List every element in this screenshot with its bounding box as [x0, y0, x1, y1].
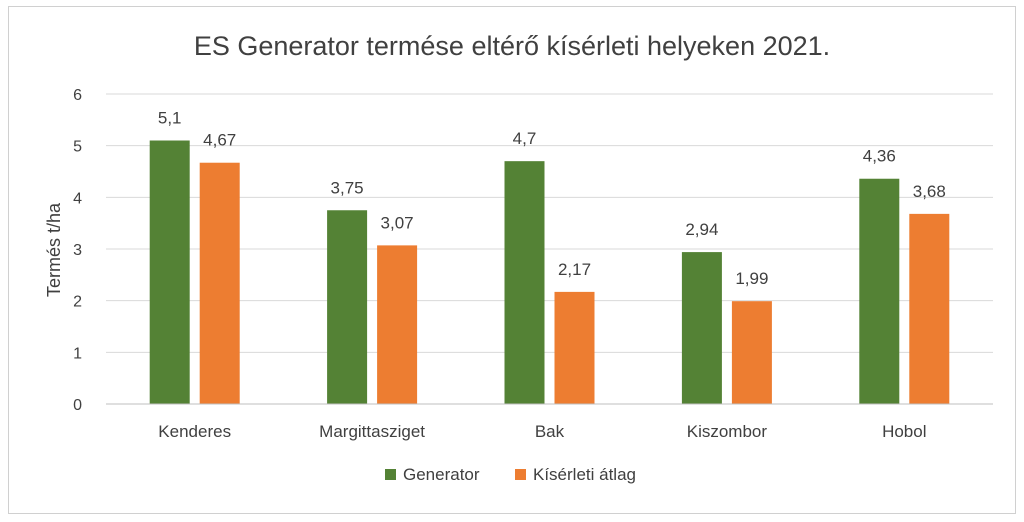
data-label: 2,17: [558, 260, 591, 279]
legend-label: Generator: [403, 465, 480, 484]
data-label: 3,68: [913, 182, 946, 201]
x-category-label: Hobol: [882, 422, 926, 441]
bars: [149, 140, 950, 404]
bar: [149, 140, 190, 404]
bar: [681, 252, 722, 404]
data-label: 1,99: [735, 269, 768, 288]
legend-label: Kísérleti átlag: [533, 465, 636, 484]
bar: [199, 162, 240, 404]
bar: [327, 210, 368, 404]
legend-swatch: [515, 469, 526, 480]
x-category-label: Kiszombor: [687, 422, 768, 441]
x-category-label: Bak: [535, 422, 565, 441]
bar: [909, 213, 950, 404]
data-label: 2,94: [685, 220, 718, 239]
bar: [554, 291, 595, 404]
y-tick-label: 6: [73, 87, 82, 104]
data-labels: 5,1 4,67 3,75 3,07 4,7 2,17 2,94 1,99 4,36 3,68: [158, 109, 946, 289]
chart-title: ES Generator termése eltérő kísérleti he…: [194, 31, 830, 61]
y-tick-label: 3: [73, 242, 82, 259]
y-tick-label: 0: [73, 397, 82, 414]
x-category-label: Margittasziget: [319, 422, 425, 441]
x-axis-categories: Kenderes Margittasziget Bak Kiszombor Hobol: [158, 422, 926, 441]
y-axis-ticks: 0 1 2 3 4 5 6: [73, 87, 82, 414]
y-tick-label: 4: [73, 190, 82, 207]
data-label: 3,07: [381, 213, 414, 232]
bar: [377, 245, 418, 404]
legend: Generator Kísérleti átlag: [385, 465, 636, 484]
x-category-label: Kenderes: [158, 422, 231, 441]
bar: [859, 178, 900, 404]
y-tick-label: 1: [73, 345, 82, 362]
bar: [731, 301, 772, 404]
y-tick-label: 2: [73, 294, 82, 311]
data-label: 5,1: [158, 109, 182, 128]
data-label: 3,75: [331, 178, 364, 197]
gridlines: [106, 93, 993, 353]
y-axis-label: Termés t/ha: [44, 202, 64, 297]
data-label: 4,36: [863, 147, 896, 166]
data-label: 4,67: [203, 131, 236, 150]
data-label: 4,7: [513, 129, 537, 148]
y-tick-label: 5: [73, 139, 82, 156]
bar: [504, 161, 545, 404]
legend-swatch: [385, 469, 396, 480]
